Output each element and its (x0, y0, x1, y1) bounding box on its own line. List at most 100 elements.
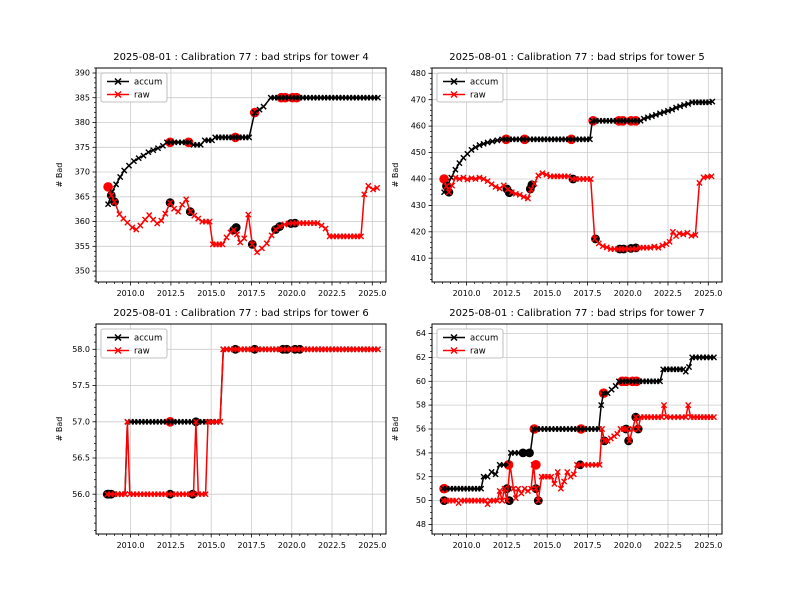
accum-x-marker (125, 162, 133, 169)
raw-x-marker (501, 485, 508, 492)
raw-x-marker (504, 186, 511, 193)
x-tick-label: 2020.0 (278, 289, 306, 298)
raw-x-marker (374, 184, 381, 191)
raw-x-marker (206, 218, 213, 225)
y-tick-label: 375 (75, 143, 90, 152)
legend-raw-label: raw (134, 91, 150, 101)
y-tick-label: 410 (411, 254, 426, 263)
accum-x-marker (186, 139, 193, 146)
x-tick-label: 2010.0 (453, 541, 481, 550)
x-tick-label: 2010.0 (453, 289, 481, 298)
raw-x-marker (535, 497, 542, 504)
accum-x-marker (586, 136, 593, 143)
accum-x-marker (488, 468, 495, 476)
raw-x-marker (154, 220, 161, 227)
accum-x-marker (246, 134, 253, 141)
series-accum-line (107, 96, 378, 205)
raw-x-marker (543, 171, 550, 178)
x-tick-label: 2017.5 (238, 289, 266, 298)
raw-x-marker (472, 175, 479, 183)
legend-raw-x-marker (114, 346, 122, 355)
raw-x-marker (137, 222, 144, 229)
chart-title-tower-4: 2025-08-01 : Calibration 77 : bad strips… (113, 52, 369, 63)
accum-x-marker (489, 138, 496, 145)
accum-x-marker (598, 402, 605, 409)
raw-x-marker (499, 497, 506, 504)
raw-x-marker (464, 176, 471, 183)
raw-x-marker (528, 186, 535, 193)
raw-x-marker (565, 173, 572, 180)
x-tick-label: 2022.5 (654, 289, 682, 298)
raw-x-marker (692, 231, 699, 239)
raw-x-marker (632, 245, 639, 253)
accum-x-marker (441, 189, 448, 196)
series-accum-markers (440, 354, 717, 492)
raw-x-marker (651, 243, 658, 250)
accum-x-marker (640, 115, 647, 122)
raw-x-marker (512, 495, 519, 502)
raw-x-marker (230, 226, 237, 234)
y-tick-label: 50 (416, 496, 426, 505)
raw-x-marker (503, 497, 510, 504)
raw-x-marker (570, 471, 577, 478)
raw-x-marker (108, 192, 115, 199)
accum-x-marker (456, 160, 463, 167)
series-accum-markers (105, 94, 381, 208)
x-tick-label: 2012.5 (493, 541, 521, 550)
raw-x-marker (167, 199, 174, 206)
x-tick-label: 2015.0 (197, 289, 225, 298)
raw-x-marker (357, 233, 365, 240)
raw-x-marker (658, 414, 665, 421)
x-tick-label: 2017.5 (574, 541, 602, 550)
accum-x-marker (472, 144, 479, 151)
raw-x-marker (614, 430, 621, 437)
accum-x-marker (484, 139, 491, 146)
raw-x-marker (124, 219, 131, 226)
raw-x-marker (202, 491, 209, 498)
raw-x-marker (528, 485, 535, 492)
raw-x-marker (318, 222, 325, 229)
raw-x-marker (603, 244, 610, 251)
raw-x-marker (322, 225, 329, 232)
chart-tower-5: 2010.0 2012.5 2015.0 2017.5 2020.0 2022.5 2025… (391, 67, 723, 298)
accum-x-marker (656, 378, 664, 385)
raw-x-marker (682, 414, 689, 421)
y-tick-label: 350 (75, 267, 90, 276)
raw-x-marker (669, 228, 676, 235)
legend-accum-label: accum (134, 78, 162, 88)
accum-x-marker (681, 101, 688, 109)
legend-accum-label: accum (470, 78, 498, 88)
accum-x-marker (145, 149, 152, 156)
y-axis-label: # Bad (391, 417, 400, 442)
accum-x-marker (612, 382, 619, 390)
legend-accum-x-marker (450, 77, 458, 86)
accum-x-marker (677, 103, 684, 110)
y-tick-label: 470 (411, 95, 426, 104)
raw-x-marker (659, 242, 666, 249)
raw-x-marker (179, 201, 186, 208)
accum-x-marker (710, 354, 717, 361)
y-tick-label: 60 (416, 377, 426, 386)
raw-x-marker (708, 173, 715, 180)
accum-x-marker (494, 137, 501, 144)
raw-x-marker (223, 234, 230, 241)
x-tick-label: 2025.0 (358, 289, 386, 298)
y-tick-label: 450 (411, 148, 426, 157)
accum-x-marker (660, 109, 668, 116)
raw-x-marker (365, 182, 372, 189)
raw-x-marker (598, 425, 606, 433)
x-tick-label: 2017.5 (238, 541, 266, 550)
raw-x-marker (666, 238, 673, 245)
accum-x-marker (130, 158, 137, 165)
raw-x-marker (623, 425, 630, 433)
y-tick-label: 360 (75, 217, 90, 226)
accum-x-marker (478, 485, 485, 492)
y-tick-label: 430 (411, 201, 426, 210)
y-tick-label: 58.0 (72, 345, 90, 354)
raw-x-marker (460, 174, 467, 181)
series-raw-markers (441, 170, 715, 253)
x-tick-label: 2015.0 (197, 541, 225, 550)
raw-x-marker (564, 468, 571, 476)
